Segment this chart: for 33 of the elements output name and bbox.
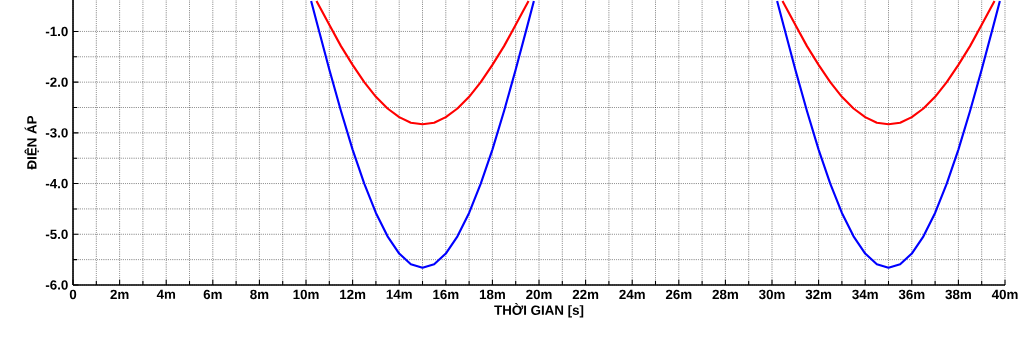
x-tick-label: 2m [110, 289, 129, 300]
line-series [776, 0, 1001, 269]
x-tick-label: 38m [945, 289, 971, 300]
y-tick-label: -2.0 [45, 77, 68, 87]
y-tick-label: -4.0 [45, 178, 68, 189]
x-tick-label: 36m [898, 289, 925, 300]
x-tick-label: 18m [479, 289, 505, 300]
x-tick-label: 22m [572, 289, 599, 300]
line-series [781, 0, 996, 126]
x-tick-label: 14m [386, 289, 412, 299]
x-tick-label: 34m [852, 289, 878, 300]
line-series [315, 0, 530, 126]
x-tick-label: 28m [712, 289, 738, 300]
x-tick-label: 16m [433, 289, 459, 300]
x-tick-label: 6m [203, 289, 222, 300]
y-tick-label: -5.0 [45, 229, 68, 239]
y-tick-label: -6.0 [45, 280, 68, 290]
x-axis-title: THỜI GIAN [s] [494, 302, 584, 318]
line-series [310, 0, 535, 269]
x-tick-label: 20m [526, 289, 552, 300]
x-tick-label: 8m [250, 289, 269, 300]
x-tick-label: 40m [991, 289, 1018, 300]
x-tick-label: 32m [805, 289, 832, 300]
x-tick-label: 0 [69, 289, 77, 300]
x-tick-label: 10m [293, 289, 319, 300]
x-tick-label: 24m [619, 289, 645, 300]
x-tick-label: 26m [665, 289, 692, 300]
y-tick-label: -3.0 [45, 128, 68, 138]
x-tick-label: 12m [340, 289, 366, 300]
x-tick-label: 30m [758, 289, 785, 300]
x-tick-label: 4m [156, 289, 176, 299]
y-axis-title: ĐIỆN ÁP [24, 115, 39, 170]
y-tick-label: -1.0 [45, 26, 68, 37]
